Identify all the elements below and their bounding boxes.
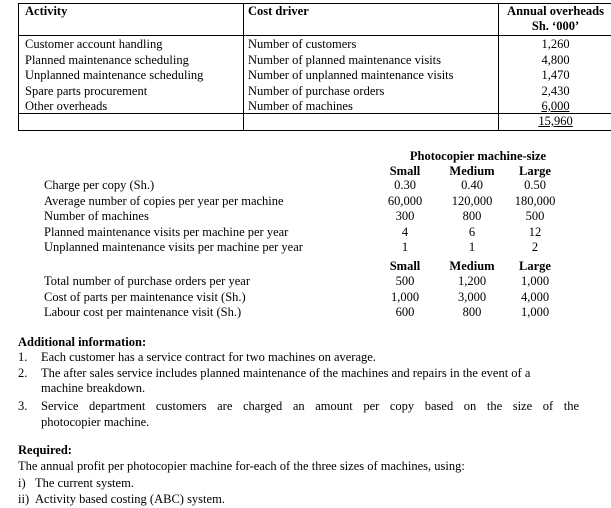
overheads-amount-cell: 2,430 bbox=[541, 83, 570, 98]
column-header-large: Large bbox=[519, 259, 551, 273]
value-cell: 180,000 bbox=[514, 193, 556, 208]
value-cell: 6 bbox=[468, 224, 476, 239]
value-cell: 0.50 bbox=[524, 178, 546, 192]
cost-driver-cell: Number of planned maintenance visits bbox=[248, 52, 441, 67]
item-number: ii) bbox=[18, 492, 30, 506]
value-cell: 12 bbox=[528, 224, 542, 239]
header-unit: Sh. ‘000’ bbox=[531, 19, 580, 33]
value-cell: 1,200 bbox=[457, 274, 487, 288]
overheads-amount-cell: 1,470 bbox=[541, 68, 570, 82]
column-header-large: Large bbox=[519, 164, 551, 178]
additional-item-2-cont: machine breakdown. bbox=[41, 381, 146, 395]
row-label: Cost of parts per maintenance visit (Sh.… bbox=[44, 289, 246, 304]
cost-driver-cell: Number of purchase orders bbox=[248, 83, 385, 98]
value-cell: 2 bbox=[531, 240, 539, 254]
column-header-medium: Medium bbox=[449, 259, 495, 273]
cost-driver-cell: Number of machines bbox=[248, 99, 353, 113]
required-item-1: The current system. bbox=[35, 476, 134, 490]
table-header-divider bbox=[18, 35, 611, 36]
value-cell: 600 bbox=[395, 305, 415, 319]
value-cell: 800 bbox=[462, 305, 482, 319]
row-label: Total number of purchase orders per year bbox=[44, 274, 250, 288]
additional-item-3-cont: photocopier machine. bbox=[41, 415, 150, 429]
activity-cell: Other overheads bbox=[25, 99, 108, 113]
header-cost-driver: Cost driver bbox=[248, 4, 309, 18]
column-header-medium: Medium bbox=[449, 164, 495, 178]
additional-item-1: Each customer has a service contract for… bbox=[41, 350, 376, 364]
required-text: The annual profit per photocopier machin… bbox=[18, 459, 465, 473]
overheads-total: 15,960 bbox=[538, 114, 573, 128]
value-cell: 0.40 bbox=[461, 178, 483, 192]
value-cell: 1,000 bbox=[390, 289, 420, 304]
column-header-small: Small bbox=[389, 164, 421, 178]
cost-driver-cell: Number of customers bbox=[248, 37, 357, 51]
required-heading: Required: bbox=[18, 443, 72, 457]
cost-driver-cell: Number of unplanned maintenance visits bbox=[248, 68, 454, 82]
value-cell: 500 bbox=[395, 274, 415, 288]
machine-table-title: Photocopier machine-size bbox=[409, 149, 547, 163]
activity-cell: Unplanned maintenance scheduling bbox=[25, 68, 204, 82]
value-cell: 3,000 bbox=[457, 289, 487, 304]
table-col-divider bbox=[243, 3, 244, 131]
value-cell: 60,000 bbox=[387, 193, 423, 208]
required-item-2: Activity based costing (ABC) system. bbox=[35, 492, 225, 506]
table-border-left bbox=[18, 3, 19, 131]
overheads-amount-cell: 1,260 bbox=[541, 37, 570, 51]
row-label: Number of machines bbox=[44, 209, 149, 223]
item-number: 3. bbox=[18, 399, 28, 413]
row-label: Unplanned maintenance visits per machine… bbox=[44, 240, 303, 254]
overheads-amount-cell: 6,000 bbox=[541, 99, 570, 113]
table-border-bottom bbox=[18, 130, 611, 131]
value-cell: 500 bbox=[525, 209, 545, 223]
value-cell: 4,000 bbox=[520, 289, 550, 304]
additional-item-3: Service department customers are charged… bbox=[41, 399, 579, 413]
table-border-top bbox=[18, 3, 611, 4]
table-total-divider bbox=[18, 113, 611, 114]
row-label: Planned maintenance visits per machine p… bbox=[44, 224, 289, 239]
value-cell: 1,000 bbox=[520, 274, 550, 288]
overheads-amount-cell: 4,800 bbox=[541, 52, 570, 67]
header-activity: Activity bbox=[25, 4, 68, 18]
table-col-divider bbox=[498, 3, 499, 131]
row-label: Labour cost per maintenance visit (Sh.) bbox=[44, 305, 242, 319]
activity-cell: Customer account handling bbox=[25, 37, 163, 51]
value-cell: 300 bbox=[395, 209, 415, 223]
value-cell: 1,000 bbox=[520, 305, 550, 319]
value-cell: 1 bbox=[468, 240, 476, 254]
value-cell: 120,000 bbox=[451, 193, 493, 208]
item-number: 1. bbox=[18, 350, 28, 364]
column-header-small: Small bbox=[389, 259, 421, 273]
header-annual-overheads: Annual overheads bbox=[507, 4, 604, 18]
value-cell: 800 bbox=[462, 209, 482, 223]
item-number: i) bbox=[18, 476, 26, 490]
value-cell: 0.30 bbox=[394, 178, 416, 192]
activity-cell: Planned maintenance scheduling bbox=[25, 52, 189, 67]
additional-heading: Additional information: bbox=[18, 335, 147, 349]
value-cell: 1 bbox=[401, 240, 409, 254]
additional-item-2: The after sales service includes planned… bbox=[41, 366, 531, 380]
activity-cell: Spare parts procurement bbox=[25, 83, 148, 98]
row-label: Average number of copies per year per ma… bbox=[44, 193, 284, 208]
item-number: 2. bbox=[18, 366, 28, 380]
value-cell: 4 bbox=[401, 224, 409, 239]
row-label: Charge per copy (Sh.) bbox=[44, 178, 155, 192]
